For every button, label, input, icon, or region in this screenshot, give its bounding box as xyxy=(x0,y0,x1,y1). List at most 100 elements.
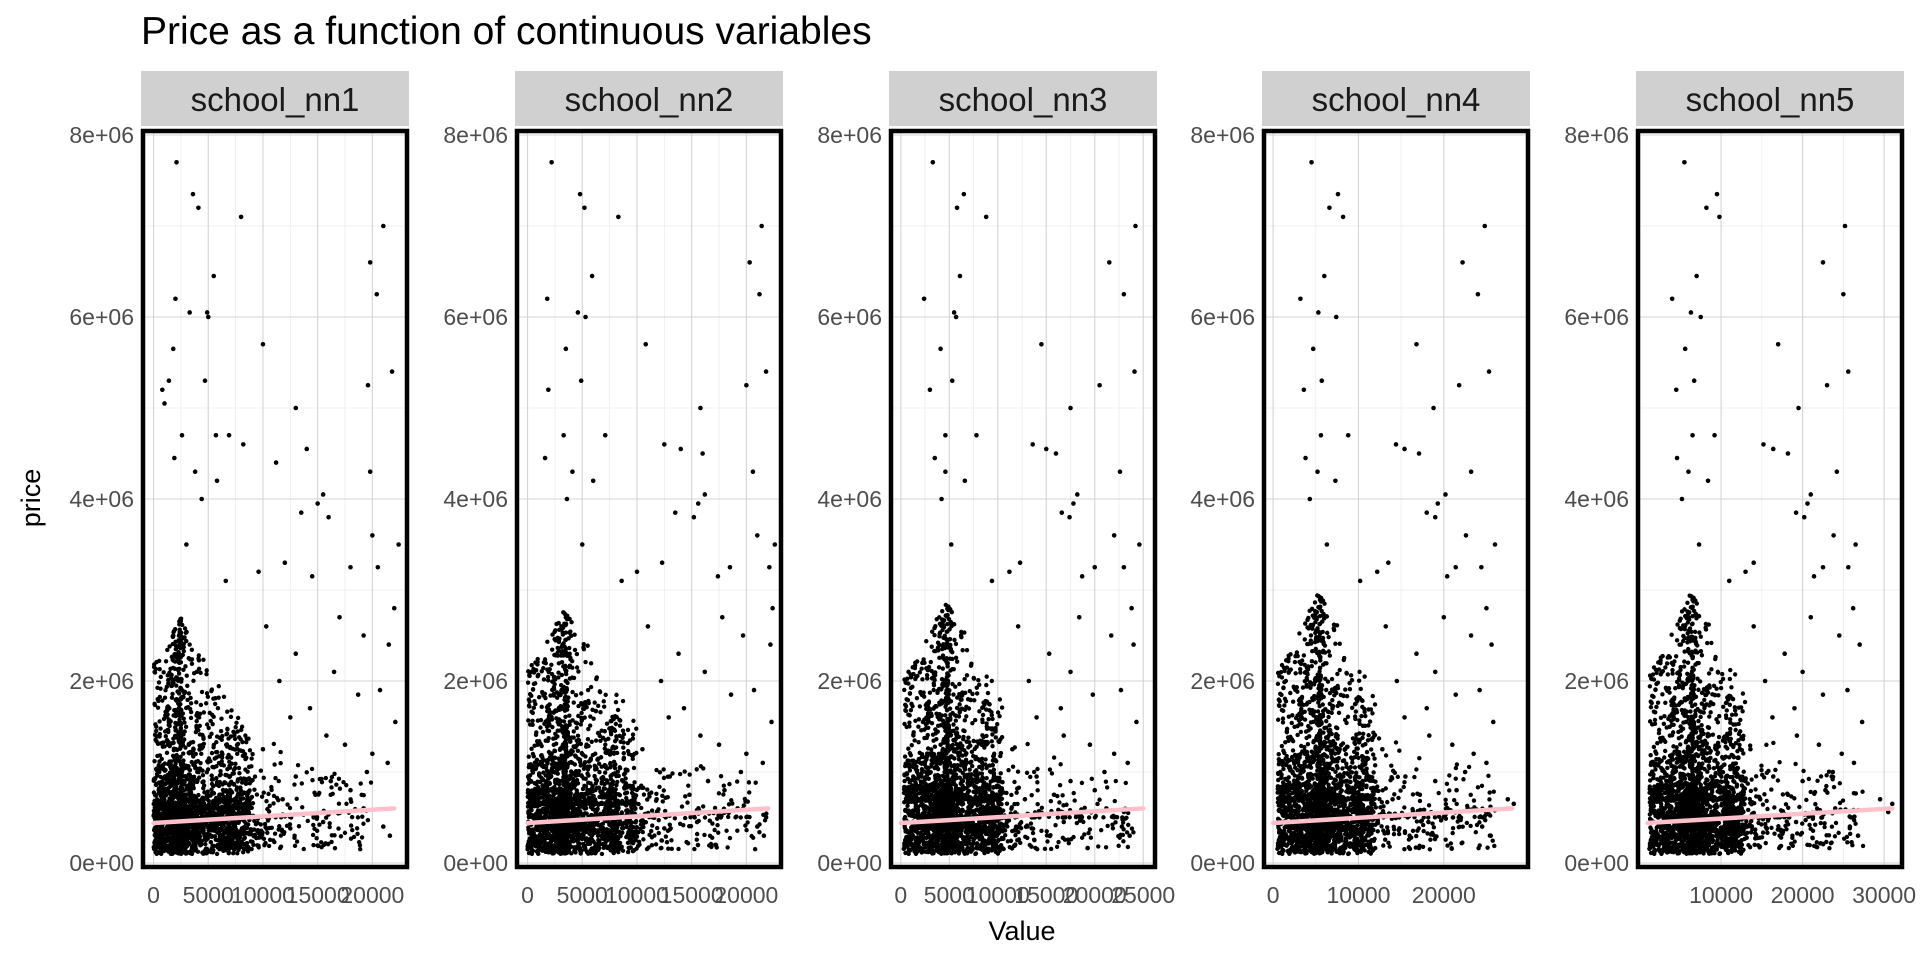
data-point xyxy=(201,779,206,784)
data-point xyxy=(167,670,172,675)
data-point xyxy=(163,734,169,739)
data-point xyxy=(252,787,257,792)
data-point xyxy=(694,831,700,837)
data-point xyxy=(191,746,196,751)
data-point xyxy=(213,749,219,755)
data-point xyxy=(534,757,540,763)
data-point xyxy=(212,834,218,839)
data-point xyxy=(310,832,316,838)
data-point xyxy=(613,700,619,705)
data-point xyxy=(197,832,202,837)
data-point xyxy=(309,574,315,579)
data-point xyxy=(396,542,401,547)
data-point xyxy=(327,821,332,826)
data-point xyxy=(161,716,167,722)
data-point xyxy=(175,666,181,672)
data-point xyxy=(256,843,261,848)
data-point xyxy=(550,679,555,684)
data-point xyxy=(186,691,192,696)
data-point xyxy=(190,832,196,837)
data-point xyxy=(250,777,255,783)
data-point xyxy=(563,671,569,677)
data-point xyxy=(649,828,654,834)
data-point xyxy=(182,766,187,771)
data-point xyxy=(199,689,205,695)
data-point xyxy=(261,836,267,841)
data-point xyxy=(176,815,181,820)
data-point xyxy=(526,754,531,759)
data-point xyxy=(555,734,560,739)
data-point xyxy=(176,660,182,665)
data-point xyxy=(314,828,320,834)
data-point xyxy=(721,783,727,788)
data-point xyxy=(272,831,278,836)
data-point xyxy=(260,746,266,752)
data-point xyxy=(183,724,189,730)
data-point xyxy=(620,779,626,784)
data-point xyxy=(618,718,623,723)
data-point xyxy=(293,405,299,411)
data-point xyxy=(191,810,196,815)
data-point xyxy=(245,803,250,809)
data-point xyxy=(647,791,652,797)
data-point xyxy=(163,659,169,664)
data-point xyxy=(527,788,532,794)
data-point xyxy=(153,722,158,727)
data-point xyxy=(568,629,573,634)
data-point xyxy=(199,796,205,802)
data-point xyxy=(227,821,232,827)
data-point xyxy=(209,750,215,756)
data-point xyxy=(553,781,558,786)
data-point xyxy=(692,846,697,852)
data-point xyxy=(264,798,269,804)
data-point xyxy=(385,760,390,766)
data-point xyxy=(190,191,196,197)
data-point xyxy=(314,835,319,841)
data-point xyxy=(185,697,190,703)
data-point xyxy=(227,745,233,751)
data-point xyxy=(584,742,589,747)
data-point xyxy=(281,831,286,836)
data-point xyxy=(350,827,355,833)
data-point xyxy=(331,669,337,675)
data-point xyxy=(164,846,170,851)
data-point xyxy=(569,769,574,774)
data-point xyxy=(232,733,237,739)
data-point xyxy=(558,801,563,806)
data-point xyxy=(176,832,181,837)
data-point xyxy=(375,564,381,570)
data-point xyxy=(209,787,214,792)
data-point xyxy=(329,785,334,790)
data-point xyxy=(561,770,566,776)
x-tick-label: 5000 xyxy=(183,882,234,908)
data-point xyxy=(151,812,157,817)
data-point xyxy=(546,721,552,726)
data-point xyxy=(548,756,554,762)
data-point xyxy=(545,791,550,796)
data-point xyxy=(207,833,213,838)
data-point xyxy=(556,717,562,722)
data-point xyxy=(271,741,277,747)
data-point xyxy=(716,830,721,835)
data-point xyxy=(238,214,244,220)
data-point xyxy=(162,768,168,773)
y-tick-label: 4e+06 xyxy=(443,486,508,512)
data-point xyxy=(344,801,349,807)
data-point xyxy=(657,784,662,790)
data-point xyxy=(183,664,188,669)
data-point xyxy=(224,731,230,736)
data-point xyxy=(201,710,207,715)
data-point xyxy=(244,841,250,846)
data-point xyxy=(582,702,588,708)
data-point xyxy=(645,797,650,802)
data-point xyxy=(209,731,214,737)
data-point xyxy=(361,821,366,826)
data-point xyxy=(170,765,176,771)
data-point xyxy=(532,699,537,704)
data-point xyxy=(724,828,729,833)
data-point xyxy=(166,719,171,724)
data-point xyxy=(649,808,655,813)
data-point xyxy=(155,685,160,691)
data-point xyxy=(381,223,386,229)
data-point xyxy=(217,735,222,740)
